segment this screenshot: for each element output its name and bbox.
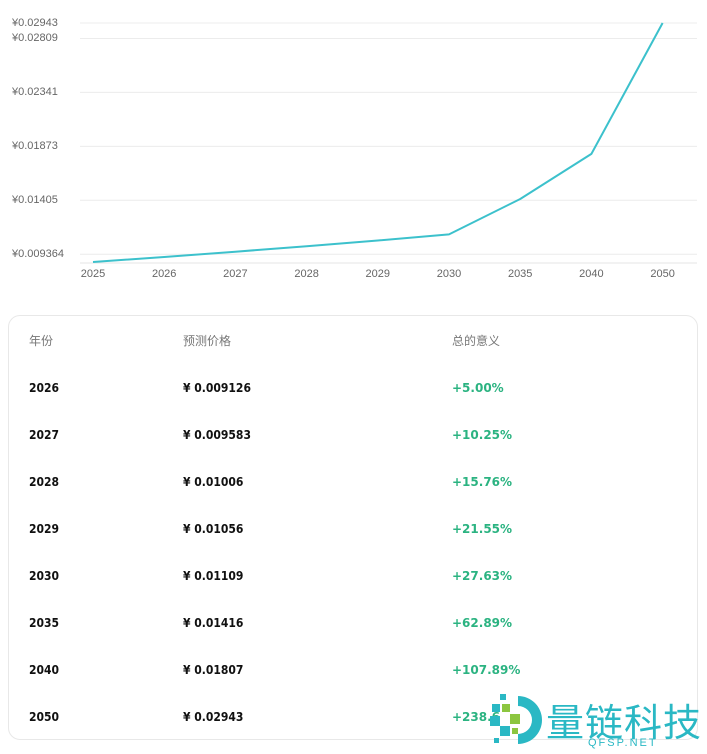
table-row: 2050 ¥ 0.02943 +238.6 [9,707,697,727]
x-tick-label: 2028 [294,268,319,280]
cell-price: ¥ 0.01807 [183,663,244,677]
logo-mark-icon [490,694,542,744]
header-change: 总的意义 [452,334,501,348]
cell-year: 2026 [29,381,60,395]
header-price: 预测价格 [183,334,232,348]
cell-price: ¥ 0.01006 [183,475,244,489]
price-series-line [92,22,664,263]
table-row: 2035 ¥ 0.01416 +62.89% [9,613,697,633]
cell-change: +10.25% [452,428,513,442]
price-line-chart: ¥0.009364 ¥0.01405 ¥0.01873 ¥0.02341 ¥0.0280… [0,0,707,290]
x-tick-label: 2040 [579,268,604,280]
cell-year: 2040 [29,663,60,677]
x-tick-label: 2027 [223,268,248,280]
watermark-name: 量链科技 [546,701,703,745]
cell-price: ¥ 0.02943 [183,710,244,724]
cell-change: +5.00% [452,381,504,395]
forecast-table: 年份 预测价格 总的意义 2026 ¥ 0.009126 +5.00% 2027 ¥ 0… [8,315,698,740]
header-year: 年份 [29,334,54,348]
table-row: 2040 ¥ 0.01807 +107.89% [9,660,697,680]
cell-change: +62.89% [452,616,513,630]
x-tick-label: 2050 [650,268,675,280]
cell-year: 2035 [29,616,60,630]
y-tick-label: ¥0.009364 [12,248,64,261]
y-tick-label: ¥0.02943 [12,17,58,29]
table-row: 2029 ¥ 0.01056 +21.55% [9,519,697,539]
x-tick-label: 2026 [151,268,177,280]
y-tick-label: ¥0.01405 [12,194,58,207]
y-tick-label: ¥0.01873 [12,140,58,153]
y-tick-label: ¥0.02341 [12,86,58,99]
cell-change: +15.76% [452,475,513,489]
cell-change: +21.55% [452,522,513,536]
cell-year: 2050 [29,710,60,724]
cell-year: 2028 [29,475,60,489]
table-header-row: 年份 预测价格 总的意义 [9,331,697,351]
cell-year: 2027 [29,428,60,442]
table-row: 2026 ¥ 0.009126 +5.00% [9,378,697,398]
y-tick-label: ¥0.02809 [12,32,58,45]
table-row: 2027 ¥ 0.009583 +10.25% [9,425,697,445]
cell-change: +107.89% [452,663,521,677]
x-tick-label: 2030 [436,268,462,280]
x-tick-label: 2029 [365,268,391,280]
cell-change: +27.63% [452,569,513,583]
table-row: 2028 ¥ 0.01006 +15.76% [9,472,697,492]
cell-price: ¥ 0.01416 [183,616,244,630]
cell-price: ¥ 0.009126 [183,381,251,395]
watermark-logo: 量链科技 QFSP.NET [488,690,707,753]
cell-change: +238.6 [452,710,501,724]
x-tick-label: 2035 [507,268,533,280]
watermark-domain: QFSP.NET [588,737,658,749]
cell-price: ¥ 0.01056 [183,522,244,536]
cell-price: ¥ 0.01109 [183,569,244,583]
cell-price: ¥ 0.009583 [183,428,251,442]
cell-year: 2030 [29,569,60,583]
cell-year: 2029 [29,522,60,536]
x-tick-label: 2025 [80,268,106,280]
chart-plot-area [80,22,697,264]
table-row: 2030 ¥ 0.01109 +27.63% [9,566,697,586]
